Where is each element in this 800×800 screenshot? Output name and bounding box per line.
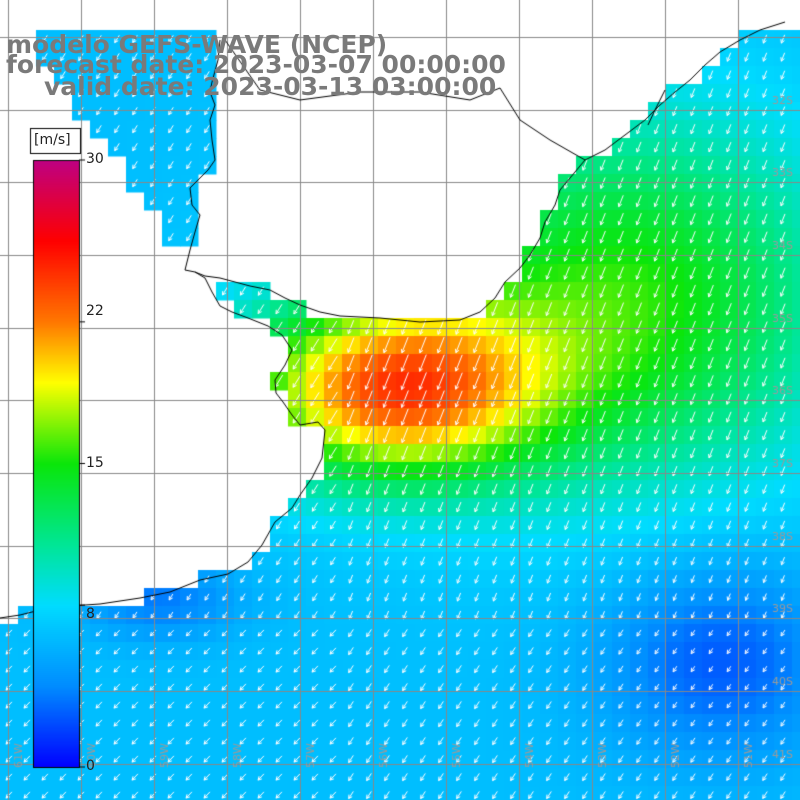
colorbar-tick: 0	[86, 758, 95, 774]
colorbar-tick: 8	[86, 606, 95, 622]
model-title: modelo GEFS-WAVE (NCEP)	[6, 30, 388, 59]
valid-date: valid date: 2023-03-13 03:00:00	[44, 72, 497, 101]
forecast-date: forecast date: 2023-03-07 00:00:00	[6, 50, 506, 79]
colorbar-tick: 15	[86, 455, 104, 471]
colorbar-tick: 30	[86, 151, 104, 167]
colorbar-tick: 22	[86, 303, 104, 319]
colorbar-unit: [m/s]	[34, 132, 71, 148]
